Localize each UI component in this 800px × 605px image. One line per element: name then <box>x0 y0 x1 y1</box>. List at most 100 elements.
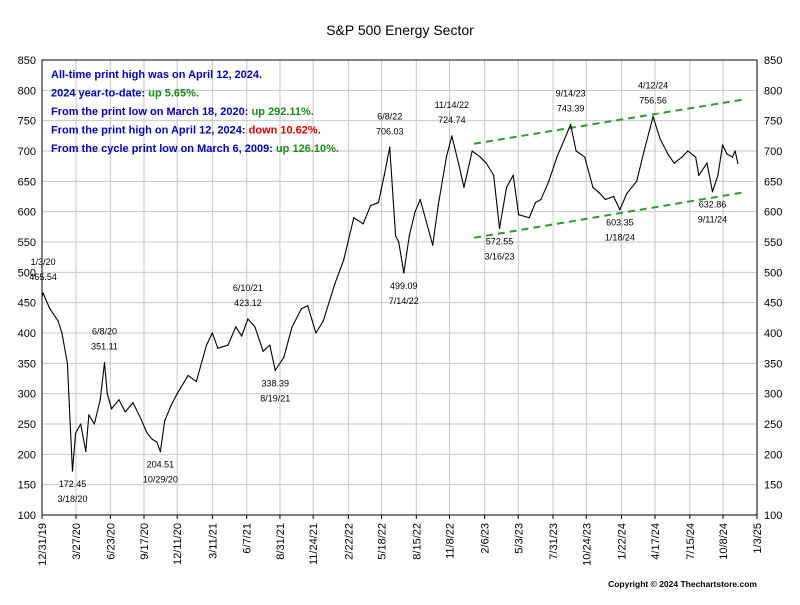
y-tick-label-right: 150 <box>764 480 782 492</box>
data-point <box>687 150 689 152</box>
data-point <box>205 344 208 346</box>
peak-annotation: 10/29/20 <box>143 475 178 485</box>
price-line-segment <box>164 405 172 422</box>
data-point <box>619 209 621 211</box>
price-line-segment <box>604 195 615 201</box>
x-tick-label: 9/17/20 <box>139 523 151 560</box>
info-line: From the print high on April 12, 2024: d… <box>51 125 321 137</box>
price-line-segment <box>170 393 178 407</box>
peak-annotation: 572.55 <box>486 236 514 246</box>
x-tick-label: 3/11/21 <box>207 523 219 559</box>
info-line: 2024 year-to-date: up 5.65%. <box>51 88 199 100</box>
data-point <box>99 399 101 401</box>
price-line-segment <box>706 162 714 193</box>
data-point <box>66 362 68 364</box>
data-point <box>737 162 739 164</box>
price-line-segment <box>343 217 355 261</box>
info-line-part: All-time print high was on April 12, 202… <box>51 69 262 81</box>
y-tick-label-left: 850 <box>18 55 36 67</box>
price-line-segment <box>731 150 736 158</box>
peak-annotation: 351.11 <box>91 342 118 352</box>
data-point <box>195 380 197 383</box>
price-line-segment <box>485 162 495 176</box>
price-line-segment <box>269 344 276 371</box>
y-tick-label-right: 550 <box>764 237 782 249</box>
data-point <box>726 153 728 155</box>
price-line-segment <box>534 198 542 204</box>
price-line-segment <box>42 292 51 310</box>
x-tick-label: 8/31/21 <box>275 523 287 560</box>
data-point <box>403 272 405 274</box>
data-point <box>274 369 276 371</box>
price-line-segment <box>106 393 113 410</box>
price-line-segment <box>445 135 453 158</box>
price-line-segment <box>71 432 77 472</box>
price-line-segment <box>512 174 520 216</box>
x-tick-label: 6/23/20 <box>105 523 117 560</box>
info-line: From the print low on March 18, 2020: up… <box>51 106 314 118</box>
price-line-segment <box>300 305 309 310</box>
data-point <box>322 320 324 322</box>
price-line-segment <box>93 399 101 425</box>
peak-annotation: 743.39 <box>557 104 585 114</box>
price-line-segment <box>717 144 724 176</box>
data-point <box>383 174 385 176</box>
price-line-segment <box>408 211 416 237</box>
price-line-segment <box>353 217 364 225</box>
peak-annotation: 3/16/23 <box>485 251 515 261</box>
price-line-segment <box>291 308 302 328</box>
data-point <box>540 198 542 201</box>
data-point <box>103 362 106 364</box>
info-box: All-time print high was on April 12, 202… <box>51 69 339 155</box>
peak-annotation: 338.39 <box>261 378 289 388</box>
data-point <box>548 180 550 182</box>
y-tick-label-left: 400 <box>18 328 36 340</box>
data-point <box>227 344 229 346</box>
price-line-segment <box>88 414 95 425</box>
peak-annotation: 724.74 <box>438 115 466 125</box>
y-tick-label-right: 700 <box>764 146 782 158</box>
data-point <box>71 470 74 472</box>
data-point <box>211 332 213 334</box>
y-tick-label-left: 700 <box>18 146 36 158</box>
price-line-segment <box>626 180 638 195</box>
data-point <box>389 146 391 148</box>
price-line-segment <box>570 124 577 152</box>
peak-annotation: 11/14/22 <box>435 100 469 110</box>
price-line-segment <box>643 116 654 152</box>
y-tick-label-right: 350 <box>764 358 782 370</box>
data-point <box>471 150 473 152</box>
price-line-segment <box>362 205 372 225</box>
y-tick-label-right: 600 <box>764 207 782 219</box>
x-tick-label: 1/3/25 <box>752 523 764 554</box>
price-line-segment <box>241 318 249 337</box>
y-tick-label-left: 450 <box>18 298 36 310</box>
data-point <box>170 405 172 407</box>
data-point <box>419 198 421 201</box>
peak-annotation: 9/11/24 <box>698 215 727 225</box>
price-line-segment <box>506 174 514 188</box>
y-tick-label-left: 350 <box>18 358 36 370</box>
x-tick-label: 10/8/24 <box>718 523 730 560</box>
data-point <box>734 150 736 152</box>
price-line-segment <box>528 202 537 219</box>
data-point <box>584 156 586 158</box>
price-line-segment <box>619 192 628 211</box>
y-tick-label-right: 200 <box>764 449 782 461</box>
price-line-segment <box>395 235 400 243</box>
data-point <box>156 441 158 443</box>
price-line-segment <box>66 362 70 407</box>
price-line-segment <box>518 214 530 219</box>
price-line-segment <box>419 198 434 246</box>
price-line-segment <box>548 156 558 182</box>
trendlines <box>473 98 745 239</box>
peak-annotation: 172.45 <box>59 479 87 489</box>
x-tick-label: 4/17/24 <box>650 523 662 560</box>
price-line-segment <box>262 344 271 352</box>
price-line-segment <box>471 150 481 158</box>
peak-annotation: 9/14/23 <box>556 89 586 99</box>
x-tick-label: 5/18/22 <box>377 523 389 560</box>
price-line-segment <box>322 283 336 322</box>
price-line-segment <box>132 402 142 419</box>
